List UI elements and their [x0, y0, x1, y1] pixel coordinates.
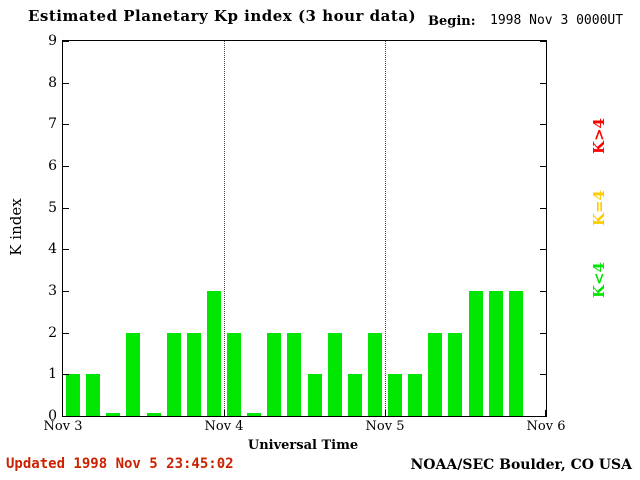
kp-bar — [347, 374, 362, 416]
kp-bar — [508, 291, 523, 416]
y-tick-mark — [540, 291, 546, 292]
y-tick-label: 3 — [48, 283, 57, 299]
y-tick-mark — [540, 41, 546, 42]
x-tick-mark — [224, 410, 225, 416]
y-tick-label: 2 — [48, 324, 57, 341]
kp-bar — [388, 374, 403, 416]
y-tick-mark — [540, 124, 546, 126]
chart-title: Estimated Planetary Kp index (3 hour dat… — [28, 7, 417, 25]
begin-value: 1998 Nov 3 0000UT — [490, 13, 624, 28]
x-axis-label: Universal Time — [247, 438, 359, 453]
y-tick-mark — [63, 207, 69, 209]
kp-bar — [126, 332, 141, 416]
y-tick-mark — [63, 332, 69, 334]
y-tick-label: 8 — [48, 74, 57, 91]
legend-item: K<4 — [590, 262, 608, 299]
y-tick-mark — [540, 416, 546, 417]
y-tick-mark — [540, 82, 546, 84]
kp-bar — [307, 374, 322, 416]
kp-bar — [428, 332, 443, 416]
y-tick-mark — [63, 124, 69, 126]
kp-bar — [408, 374, 423, 416]
plot-area: 0 1 2 3 4 5 6 7 8 9 Nov 3 Nov 4 Nov 5 Nov 6 — [44, 33, 566, 434]
y-tick-mark — [63, 374, 69, 376]
y-tick-label: 5 — [48, 199, 57, 216]
y-tick-mark — [540, 374, 546, 376]
x-tick-label: Nov 5 — [365, 419, 405, 434]
y-tick-label: 4 — [48, 241, 57, 258]
kp-bar — [66, 374, 81, 416]
y-tick-mark — [63, 249, 69, 251]
y-tick-mark — [540, 332, 546, 334]
kp-bar — [166, 332, 181, 416]
x-tick-label: Nov 3 — [43, 419, 83, 434]
y-tick-mark — [63, 166, 69, 167]
legend: K>4 K=4 K<4 — [590, 118, 608, 298]
day-boundary-gridline — [224, 41, 225, 416]
kp-bar — [206, 291, 221, 416]
legend-item: K>4 — [590, 118, 608, 155]
y-tick-mark — [540, 207, 546, 209]
kp-bar — [186, 332, 201, 416]
y-tick-mark — [540, 166, 546, 167]
kp-bar — [367, 332, 382, 416]
y-axis-label: K index — [7, 198, 25, 256]
x-tick-mark — [385, 410, 386, 416]
y-tick-label: 1 — [48, 366, 57, 383]
begin-label: Begin: — [428, 14, 476, 29]
y-tick-label: 9 — [48, 33, 57, 49]
kp-bar — [287, 332, 302, 416]
kp-bar — [468, 291, 483, 416]
y-tick-mark — [63, 41, 69, 42]
legend-item: K=4 — [590, 190, 608, 227]
kp-bar — [146, 413, 161, 416]
updated-text: Updated 1998 Nov 5 23:45:02 — [6, 456, 234, 472]
y-tick-mark — [540, 249, 546, 251]
kp-bar — [327, 332, 342, 416]
x-tick-label: Nov 6 — [526, 419, 566, 434]
credit-text: NOAA/SEC Boulder, CO USA — [410, 457, 633, 473]
kp-bar — [247, 413, 262, 416]
kp-bar — [86, 374, 101, 416]
y-tick-label: 7 — [48, 116, 57, 133]
x-tick-mark — [545, 410, 546, 416]
kp-bar — [448, 332, 463, 416]
y-tick-mark — [63, 291, 69, 292]
kp-bar — [106, 413, 121, 416]
y-tick-mark — [63, 416, 69, 417]
day-boundary-gridline — [385, 41, 386, 416]
kp-bar — [488, 291, 503, 416]
x-tick-label: Nov 4 — [204, 419, 244, 434]
y-tick-label: 6 — [48, 158, 57, 174]
y-tick-label: 0 — [48, 408, 57, 424]
kp-bar — [267, 332, 282, 416]
y-tick-mark — [63, 82, 69, 84]
kp-bar — [227, 332, 242, 416]
